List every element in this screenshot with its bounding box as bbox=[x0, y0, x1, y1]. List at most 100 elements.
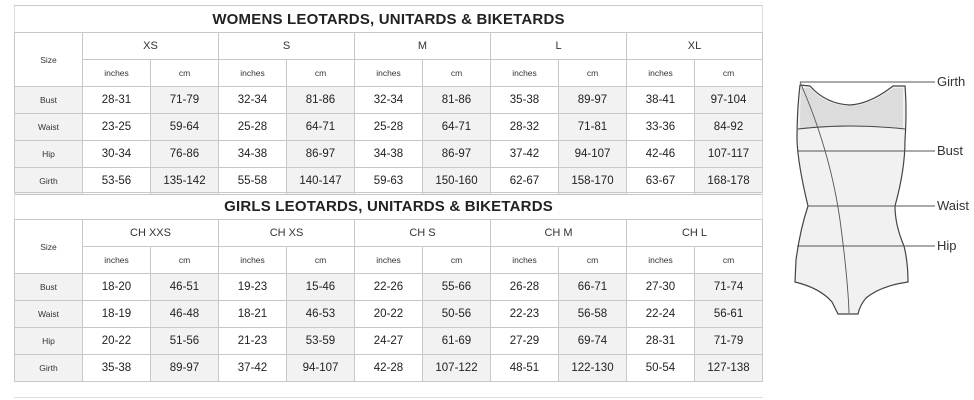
measurement-cell: 55-58 bbox=[218, 167, 287, 195]
measurement-cell: 18-20 bbox=[82, 273, 151, 301]
measurement-cell: 86-97 bbox=[286, 140, 355, 168]
measurement-cell: 42-28 bbox=[354, 354, 423, 382]
measurement-cell: 48-51 bbox=[490, 354, 559, 382]
measurement-cell: 64-71 bbox=[422, 113, 491, 141]
unit-inches: inches bbox=[490, 246, 559, 274]
unit-inches: inches bbox=[82, 59, 151, 87]
yoke-seam bbox=[797, 125, 906, 130]
measurement-cell: 81-86 bbox=[286, 86, 355, 114]
leotard-measurement-diagram bbox=[794, 81, 935, 315]
row-label: Bust bbox=[14, 86, 83, 114]
table-row: Hip 30-34 76-86 34-38 86-97 34-38 86-97 37-42 94… bbox=[14, 140, 764, 168]
measurement-cell: 62-67 bbox=[490, 167, 559, 195]
size-column-header: M bbox=[354, 32, 491, 60]
measurement-cell: 140-147 bbox=[286, 167, 355, 195]
measurement-cell: 50-56 bbox=[422, 300, 491, 328]
measurement-cell: 168-178 bbox=[693, 167, 764, 195]
measurement-cell: 46-51 bbox=[150, 273, 219, 301]
measurement-cell: 19-23 bbox=[218, 273, 287, 301]
measurement-cell: 84-92 bbox=[693, 113, 764, 141]
unit-cm: cm bbox=[286, 59, 355, 87]
table-row: Girth 35-38 89-97 37-42 94-107 42-28 107-122 48… bbox=[14, 354, 764, 382]
measurement-cell: 71-79 bbox=[150, 86, 219, 114]
measurement-cell: 28-31 bbox=[626, 327, 695, 355]
measurement-cell: 50-54 bbox=[626, 354, 695, 382]
measurement-cell: 37-42 bbox=[218, 354, 287, 382]
measurement-cell: 107-122 bbox=[422, 354, 491, 382]
measurement-cell: 76-86 bbox=[150, 140, 219, 168]
table-row: Bust 28-31 71-79 32-34 81-86 32-34 81-86 35-38 8… bbox=[14, 86, 764, 114]
measurement-cell: 18-19 bbox=[82, 300, 151, 328]
measurement-cell: 135-142 bbox=[150, 167, 219, 195]
girls-size-chart: GIRLS LEOTARDS, UNITARDS & BIKETARDS Size… bbox=[13, 192, 764, 382]
unit-inches: inches bbox=[218, 246, 287, 274]
size-column-header: CH XS bbox=[218, 219, 355, 247]
measurement-cell: 51-56 bbox=[150, 327, 219, 355]
measurement-cell: 46-53 bbox=[286, 300, 355, 328]
measurement-cell: 66-71 bbox=[558, 273, 627, 301]
size-column-header: L bbox=[490, 32, 627, 60]
measurement-cell: 71-81 bbox=[558, 113, 627, 141]
size-row: Size XS S M L XL bbox=[14, 32, 764, 87]
unit-inches: inches bbox=[218, 59, 287, 87]
measurement-cell: 25-28 bbox=[354, 113, 423, 141]
measurement-cell: 27-30 bbox=[626, 273, 695, 301]
mesh-yoke bbox=[800, 88, 903, 128]
size-header: Size bbox=[14, 219, 83, 274]
measurement-cell: 71-74 bbox=[693, 273, 764, 301]
measurement-cell: 32-34 bbox=[354, 86, 423, 114]
row-label: Waist bbox=[14, 113, 83, 141]
measurement-cell: 89-97 bbox=[558, 86, 627, 114]
measurement-cell: 64-71 bbox=[286, 113, 355, 141]
measurement-cell: 59-64 bbox=[150, 113, 219, 141]
size-column-header: CH L bbox=[625, 219, 764, 247]
chart-title: WOMENS LEOTARDS, UNITARDS & BIKETARDS bbox=[13, 5, 764, 33]
unit-inches: inches bbox=[82, 246, 151, 274]
measurement-cell: 150-160 bbox=[422, 167, 491, 195]
table-row: Hip 20-22 51-56 21-23 53-59 24-27 61-69 27-29 69… bbox=[14, 327, 764, 355]
unit-cm: cm bbox=[286, 246, 355, 274]
size-row: Size CH XXS CH XS CH S CH M CH L bbox=[14, 219, 764, 274]
size-column-header: S bbox=[218, 32, 355, 60]
divider bbox=[14, 397, 763, 398]
measurement-cell: 38-41 bbox=[626, 86, 695, 114]
row-label: Girth bbox=[14, 354, 83, 382]
row-label: Hip bbox=[14, 327, 83, 355]
measurement-cell: 34-38 bbox=[354, 140, 423, 168]
measurement-cell: 69-74 bbox=[558, 327, 627, 355]
measurement-cell: 20-22 bbox=[354, 300, 423, 328]
measurement-cell: 56-58 bbox=[558, 300, 627, 328]
measurement-cell: 53-59 bbox=[286, 327, 355, 355]
title-row: GIRLS LEOTARDS, UNITARDS & BIKETARDS bbox=[13, 192, 764, 220]
leotard-body-outline bbox=[794, 84, 909, 315]
unit-inches: inches bbox=[490, 59, 559, 87]
unit-inches: inches bbox=[354, 59, 423, 87]
measurement-cell: 122-130 bbox=[558, 354, 627, 382]
measurement-cell: 25-28 bbox=[218, 113, 287, 141]
measurement-cell: 107-117 bbox=[693, 140, 764, 168]
unit-cm: cm bbox=[558, 59, 627, 87]
unit-cm: cm bbox=[558, 246, 627, 274]
measurement-cell: 59-63 bbox=[354, 167, 423, 195]
measurement-cell: 35-38 bbox=[490, 86, 559, 114]
size-column-header: XS bbox=[82, 32, 219, 60]
measurement-cell: 26-28 bbox=[490, 273, 559, 301]
measurement-cell: 81-86 bbox=[422, 86, 491, 114]
table-row: Bust 18-20 46-51 19-23 15-46 22-26 55-66 26-28 6… bbox=[14, 273, 764, 301]
table-row: Girth 53-56 135-142 55-58 140-147 59-63 150-16… bbox=[14, 167, 764, 195]
measurement-cell: 127-138 bbox=[693, 354, 764, 382]
measurement-cell: 53-56 bbox=[82, 167, 151, 195]
measurement-cell: 34-38 bbox=[218, 140, 287, 168]
measurement-cell: 20-22 bbox=[82, 327, 151, 355]
title-row: WOMENS LEOTARDS, UNITARDS & BIKETARDS bbox=[13, 5, 764, 33]
row-label: Waist bbox=[14, 300, 83, 328]
measurement-cell: 89-97 bbox=[150, 354, 219, 382]
bust-label: Bust bbox=[937, 143, 964, 158]
measurement-cell: 22-23 bbox=[490, 300, 559, 328]
measurement-cell: 97-104 bbox=[693, 86, 764, 114]
measurement-cell: 94-107 bbox=[558, 140, 627, 168]
unit-row: inches cm inches cm inches cm inches cm inches cm bbox=[15, 59, 764, 87]
measurement-cell: 28-31 bbox=[82, 86, 151, 114]
measurement-cell: 32-34 bbox=[218, 86, 287, 114]
measurement-cell: 24-27 bbox=[354, 327, 423, 355]
